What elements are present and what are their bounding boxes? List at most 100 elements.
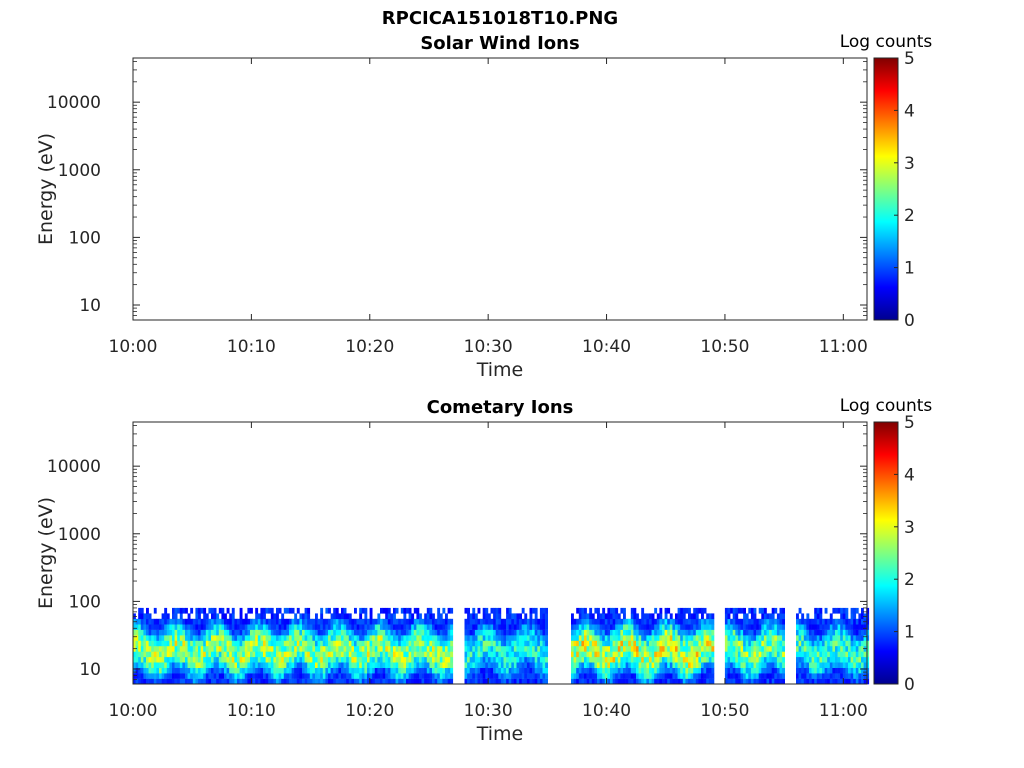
heatmap-cell: [411, 678, 415, 685]
heatmap-cell: [200, 629, 204, 636]
heatmap-cell: [464, 678, 468, 685]
heatmap-cell: [490, 656, 494, 663]
heatmap-cell: [493, 640, 496, 647]
heatmap-cell: [858, 613, 862, 620]
heatmap-cell: [628, 673, 632, 679]
heatmap-cell: [487, 662, 491, 668]
heatmap-cell: [735, 646, 739, 652]
heatmap-cell: [750, 656, 754, 663]
heatmap-cell: [537, 662, 541, 668]
heatmap-cell: [434, 629, 438, 636]
heatmap-cell: [819, 624, 823, 630]
heatmap-cell: [698, 640, 702, 647]
heatmap-cell: [750, 624, 754, 630]
heatmap-cell: [735, 618, 739, 625]
heatmap-cell: [796, 618, 799, 625]
heatmap-cell: [185, 624, 188, 630]
heatmap-cell: [439, 656, 443, 663]
heatmap-cell: [643, 624, 647, 630]
heatmap-cell: [424, 662, 428, 668]
heatmap-cell: [638, 662, 642, 668]
heatmap-cell: [656, 613, 660, 620]
heatmap-cell: [858, 646, 862, 652]
heatmap-cell: [814, 667, 818, 674]
heatmap-cell: [237, 667, 240, 674]
heatmap-cell: [571, 678, 574, 685]
heatmap-cell: [307, 662, 311, 668]
heatmap-cell: [835, 618, 838, 625]
heatmap-cell: [265, 673, 269, 679]
heatmap-cell: [695, 651, 699, 658]
heatmap-cell: [439, 635, 443, 641]
heatmap-cell: [148, 673, 152, 679]
heatmap-cell: [620, 662, 624, 668]
heatmap-cell: [809, 667, 812, 674]
heatmap-cell: [806, 662, 810, 668]
heatmap-cell: [276, 607, 279, 614]
heatmap-cell: [724, 640, 728, 647]
heatmap-cell: [855, 618, 859, 625]
heatmap-cell: [591, 635, 595, 641]
heatmap-cell: [166, 635, 170, 641]
heatmap-cell: [798, 640, 802, 647]
heatmap-cell: [208, 673, 212, 679]
heatmap-cell: [307, 624, 311, 630]
heatmap-cell: [602, 618, 606, 625]
heatmap-cell: [545, 607, 548, 614]
heatmap-cell: [779, 678, 783, 685]
heatmap-cell: [685, 662, 689, 668]
heatmap-cell: [312, 651, 316, 658]
heatmap-cell: [829, 613, 833, 620]
heatmap-cell: [338, 629, 342, 636]
heatmap-cell: [208, 667, 212, 674]
heatmap-cell: [263, 618, 266, 625]
heatmap-cell: [164, 667, 168, 674]
heatmap-cell: [708, 651, 712, 658]
heatmap-cell: [542, 673, 546, 679]
heatmap-cell: [617, 651, 621, 658]
heatmap-cell: [853, 613, 857, 620]
heatmap-cell: [750, 673, 754, 679]
heatmap-cell: [203, 646, 207, 652]
heatmap-cell: [758, 640, 762, 647]
heatmap-cell: [656, 635, 660, 641]
heatmap-cell: [432, 640, 435, 647]
heatmap-cell: [164, 646, 168, 652]
heatmap-cell: [312, 618, 316, 625]
heatmap-cell: [750, 635, 754, 641]
heatmap-cell: [766, 651, 770, 658]
heatmap-cell: [387, 673, 391, 679]
heatmap-cell: [198, 662, 201, 668]
heatmap-cell: [695, 613, 699, 620]
heatmap-cell: [858, 673, 862, 679]
heatmap-cell: [524, 635, 528, 641]
heatmap-cell: [474, 613, 478, 620]
heatmap-cell: [140, 656, 144, 663]
heatmap-cell: [646, 656, 650, 663]
heatmap-cell: [148, 624, 152, 630]
heatmap-cell: [450, 624, 454, 630]
heatmap-cell: [646, 662, 650, 668]
heatmap-cell: [845, 651, 849, 658]
heatmap-cell: [628, 667, 632, 674]
heatmap-cell: [664, 635, 668, 641]
heatmap-cell: [218, 662, 222, 668]
heatmap-cell: [140, 613, 144, 620]
heatmap-cell: [172, 678, 175, 685]
heatmap-cell: [372, 662, 376, 668]
heatmap-cell: [133, 640, 136, 647]
heatmap-cell: [771, 646, 775, 652]
heatmap-cell: [654, 678, 658, 685]
heatmap-cell: [500, 667, 504, 674]
heatmap-cell: [498, 656, 502, 663]
heatmap-cell: [480, 624, 483, 630]
heatmap-cell: [610, 651, 613, 658]
heatmap-cell: [369, 624, 373, 630]
heatmap-cell: [398, 618, 402, 625]
heatmap-cell: [411, 629, 415, 636]
heatmap-cell: [247, 646, 251, 652]
heatmap-cell: [630, 613, 634, 620]
heatmap-cell: [393, 640, 396, 647]
heatmap-cell: [732, 662, 736, 668]
heatmap-cell: [364, 613, 368, 620]
